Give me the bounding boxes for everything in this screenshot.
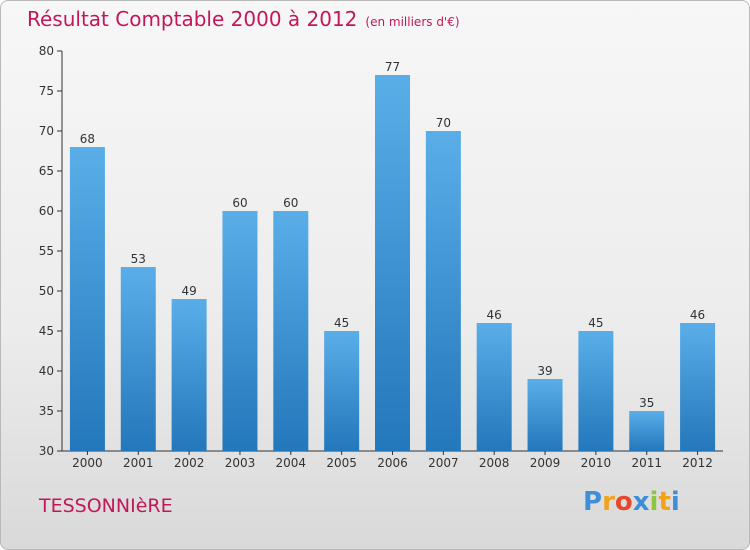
data-label: 68: [80, 132, 95, 146]
bar: [527, 379, 563, 451]
y-tick-label: 60: [39, 204, 54, 218]
data-label: 46: [487, 308, 502, 322]
data-label: 60: [283, 196, 298, 210]
y-tick-label: 65: [39, 164, 54, 178]
bar: [375, 75, 410, 451]
bar-chart: 30 35 40 45 50 55 60 65 70 75 80 2000 68 2001 53 2002 4…: [39, 44, 723, 470]
data-label: 35: [639, 396, 654, 410]
data-label: 77: [385, 60, 400, 74]
x-tick-label: 2005: [326, 456, 357, 470]
x-tick-label: 2003: [225, 456, 256, 470]
x-tick-label: 2007: [428, 456, 459, 470]
bar: [629, 411, 665, 451]
y-tick-label: 45: [39, 324, 54, 338]
y-tick-label: 40: [39, 364, 54, 378]
bar: [476, 323, 512, 451]
bar: [120, 267, 156, 451]
logo-letter: r: [602, 487, 615, 517]
y-tick-label: 70: [39, 124, 54, 138]
chart-title-text: Résultat Comptable 2000 à 2012: [27, 7, 358, 31]
y-tick-label: 35: [39, 404, 54, 418]
proxiti-logo: Proxiti: [583, 487, 680, 517]
data-label: 45: [334, 316, 349, 330]
logo-letter: P: [583, 487, 603, 517]
commune-name: TESSONNIèRE: [39, 495, 173, 517]
y-tick-label: 50: [39, 284, 54, 298]
x-tick-label: 2009: [530, 456, 561, 470]
data-label: 49: [181, 284, 196, 298]
logo-letter: t: [658, 487, 671, 517]
y-tick-label: 80: [39, 44, 54, 58]
bar: [680, 323, 716, 451]
logo-letter: x: [632, 487, 650, 517]
bar: [425, 131, 461, 451]
y-tick-label: 55: [39, 244, 54, 258]
data-label: 45: [588, 316, 603, 330]
bar: [171, 299, 207, 451]
x-tick-label: 2010: [581, 456, 612, 470]
bar: [69, 147, 105, 451]
x-tick-label: 2006: [377, 456, 408, 470]
bar: [222, 211, 258, 451]
chart-subtitle: (en milliers d'€): [365, 15, 460, 29]
x-tick-label: 2000: [72, 456, 103, 470]
data-label: 46: [690, 308, 705, 322]
x-tick-label: 2004: [276, 456, 307, 470]
x-tick-label: 2002: [174, 456, 205, 470]
bar: [324, 331, 360, 451]
x-tick-label: 2008: [479, 456, 510, 470]
logo-letter: i: [670, 487, 680, 517]
y-tick-label: 75: [39, 84, 54, 98]
data-label: 53: [131, 252, 146, 266]
y-tick-label: 30: [39, 444, 54, 458]
data-label: 70: [436, 116, 451, 130]
x-tick-label: 2001: [123, 456, 154, 470]
logo-letter: o: [614, 487, 633, 517]
data-label: 60: [232, 196, 247, 210]
x-tick-label: 2012: [682, 456, 713, 470]
data-label: 39: [537, 364, 552, 378]
logo-letter: i: [649, 487, 659, 517]
bar: [273, 211, 309, 451]
chart-title: Résultat Comptable 2000 à 2012 (en millie…: [27, 7, 460, 31]
x-tick-label: 2011: [631, 456, 662, 470]
bar: [578, 331, 614, 451]
